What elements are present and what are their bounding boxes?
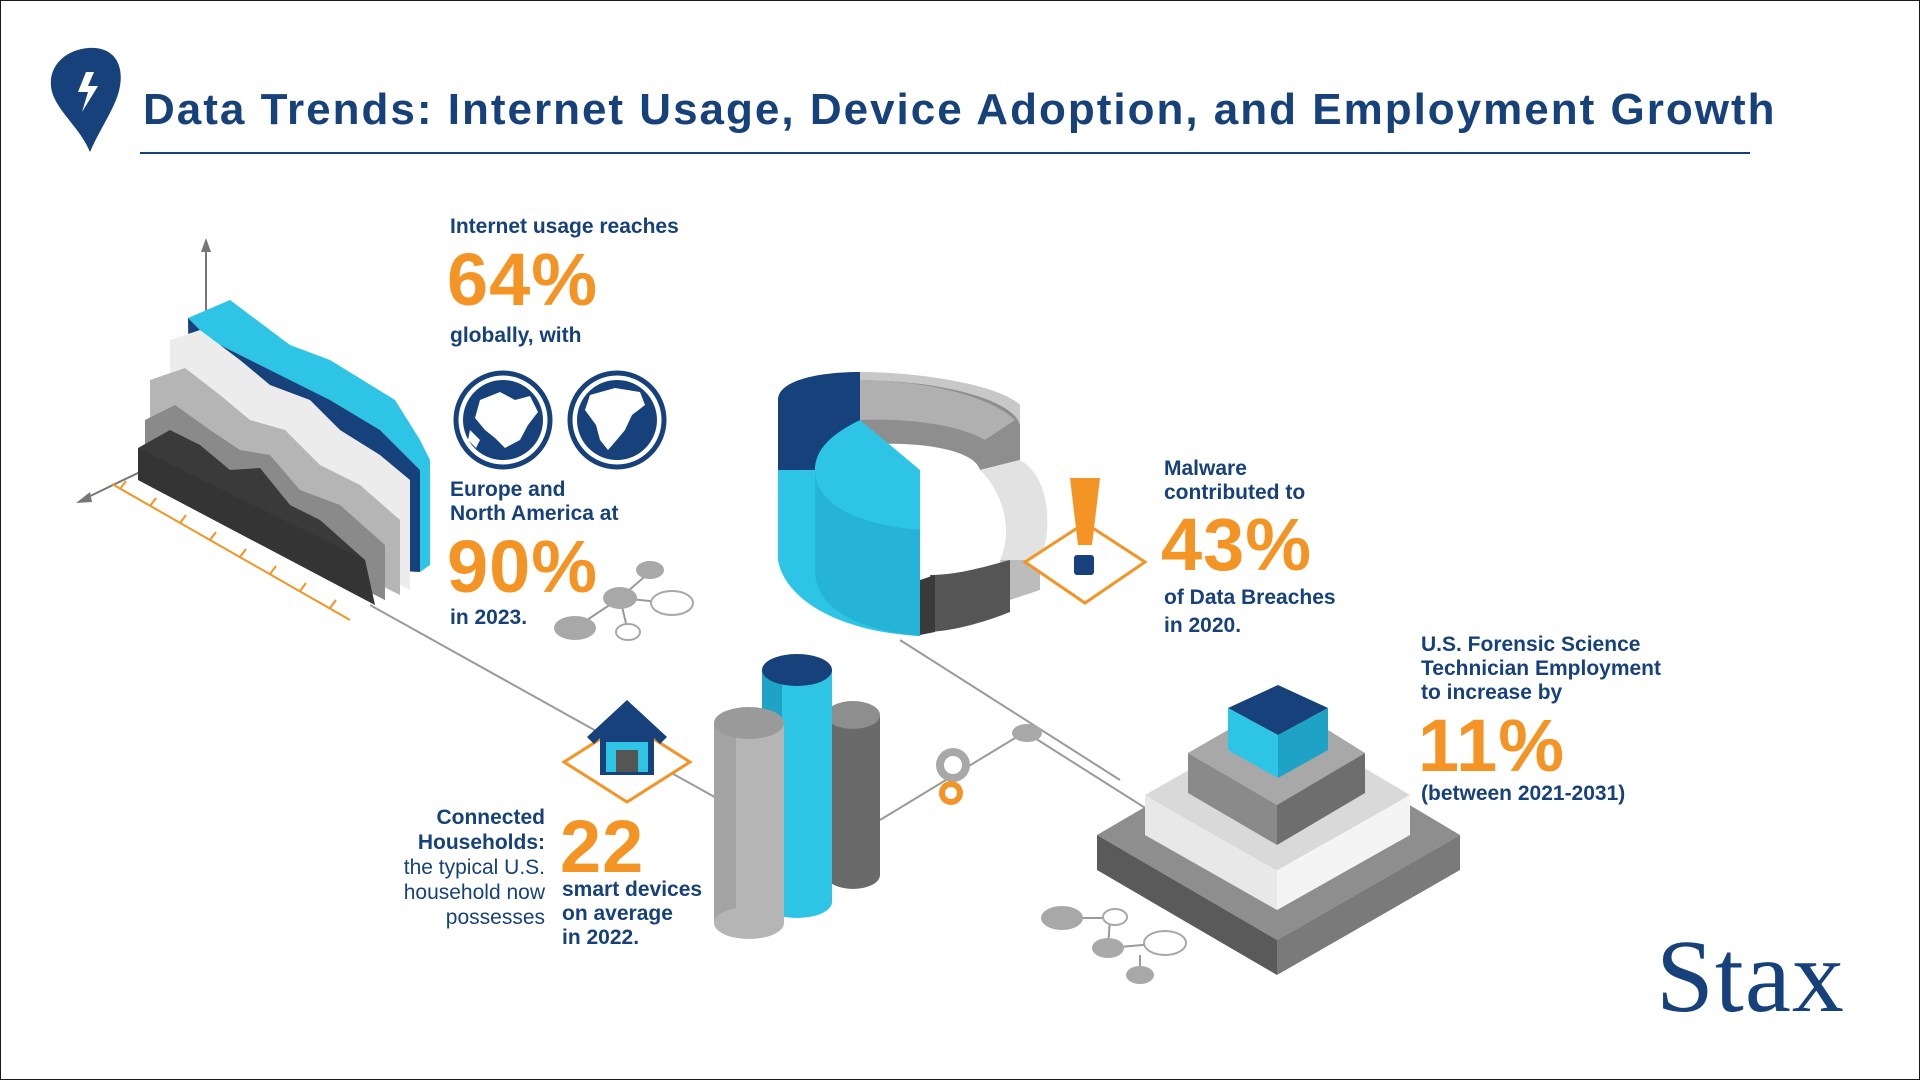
internet-stat-regions: 90% (447, 525, 599, 608)
households-line1: smart devices (562, 878, 703, 901)
cylinder-chart-illustration (714, 654, 880, 939)
donut-chart-illustration (778, 372, 1048, 636)
forensic-line4: (between 2021-2031) (1421, 782, 1626, 805)
forensic-line1: U.S. Forensic Science (1421, 633, 1641, 656)
forensic-line2: Technician Employment (1421, 657, 1661, 680)
pyramid-bar-illustration (1097, 685, 1460, 975)
malware-line3: of Data Breaches (1164, 586, 1336, 609)
households-label3: the typical U.S. (403, 856, 545, 879)
households-line3: in 2022. (562, 926, 640, 949)
gear-icons (936, 724, 1042, 805)
malware-line4: in 2020. (1164, 614, 1242, 637)
internet-line1: Internet usage reaches (450, 215, 679, 238)
page-title: Data Trends: Internet Usage, Device Adop… (143, 85, 1777, 134)
north-america-globe-icon (567, 370, 667, 470)
households-label1: Connected (436, 806, 545, 829)
households-label2: Households: (417, 831, 545, 854)
malware-line1: Malware (1164, 457, 1247, 480)
households-label5: possesses (445, 906, 545, 929)
title-underline (140, 152, 1750, 154)
house-icon (561, 700, 693, 804)
stax-logo: Stax (1656, 919, 1845, 1034)
malware-line2: contributed to (1164, 481, 1306, 504)
internet-stat-global: 64% (447, 238, 599, 321)
europe-globe-icon (453, 370, 553, 470)
area-chart-illustration (76, 238, 430, 621)
internet-line3b: North America at (450, 502, 619, 525)
internet-line3a: Europe and (450, 478, 566, 501)
internet-line4: in 2023. (450, 606, 528, 629)
network-nodes-decoration (554, 561, 694, 641)
households-stat: 22 (560, 805, 645, 888)
internet-line2: globally, with (450, 324, 582, 347)
network-nodes-decoration-bottom (1041, 906, 1187, 984)
households-label4: household now (403, 881, 545, 904)
forensic-line3: to increase by (1421, 681, 1563, 704)
forensic-stat: 11% (1418, 704, 1566, 787)
households-line2: on average (562, 902, 673, 925)
malware-stat: 43% (1161, 503, 1313, 586)
warning-exclamation-icon (1022, 478, 1148, 605)
lightning-badge-icon (50, 47, 121, 153)
